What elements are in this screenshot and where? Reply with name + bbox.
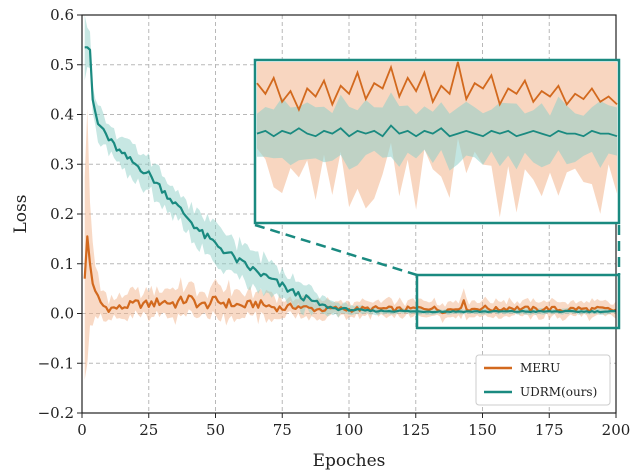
- x-tick-label: 175: [535, 421, 564, 439]
- y-tick-label: 0.3: [50, 155, 74, 173]
- x-tick-label: 125: [401, 421, 430, 439]
- x-tick-label: 150: [468, 421, 497, 439]
- legend-label-meru: MERU: [520, 361, 560, 375]
- x-axis-title: Epoches: [313, 451, 386, 471]
- x-tick-label: 50: [206, 421, 225, 439]
- legend-label-udrm: UDRM(ours): [520, 385, 597, 399]
- inset-zoom: [253, 58, 621, 225]
- inset-frame: [253, 58, 621, 225]
- y-tick-label: 0.4: [50, 106, 74, 124]
- line-udrm: [84, 46, 617, 314]
- zoom-region-box: [415, 273, 621, 330]
- y-axis-title: Loss: [11, 195, 31, 234]
- x-tick-label: 25: [139, 421, 158, 439]
- band-udrm: [84, 15, 616, 318]
- y-tick-label: 0.0: [50, 305, 74, 323]
- y-tick-label: 0.6: [50, 6, 74, 24]
- inset-lines: [256, 61, 618, 138]
- series-lines: [83, 46, 617, 315]
- y-tick-label: −0.2: [38, 404, 74, 422]
- y-tick-label: −0.1: [38, 354, 74, 372]
- y-tick-label: 0.1: [50, 255, 74, 273]
- y-tick-label: 0.5: [50, 56, 74, 74]
- y-tick-label: 0.2: [50, 205, 74, 223]
- inset-line-udrm: [256, 124, 618, 138]
- axis-ticks: 0 25 50 75 100 125 150 175 200 −0.2 −0.1 0.0 0.1 0.2 0…: [38, 6, 631, 439]
- x-tick-label: 75: [273, 421, 292, 439]
- inset-line-meru: [256, 61, 618, 113]
- zoom-connector-left: [254, 223, 418, 277]
- x-tick-label: 0: [77, 421, 87, 439]
- legend: MERU UDRM(ours): [475, 354, 611, 406]
- x-tick-label: 100: [335, 421, 364, 439]
- x-tick-label: 200: [602, 421, 631, 439]
